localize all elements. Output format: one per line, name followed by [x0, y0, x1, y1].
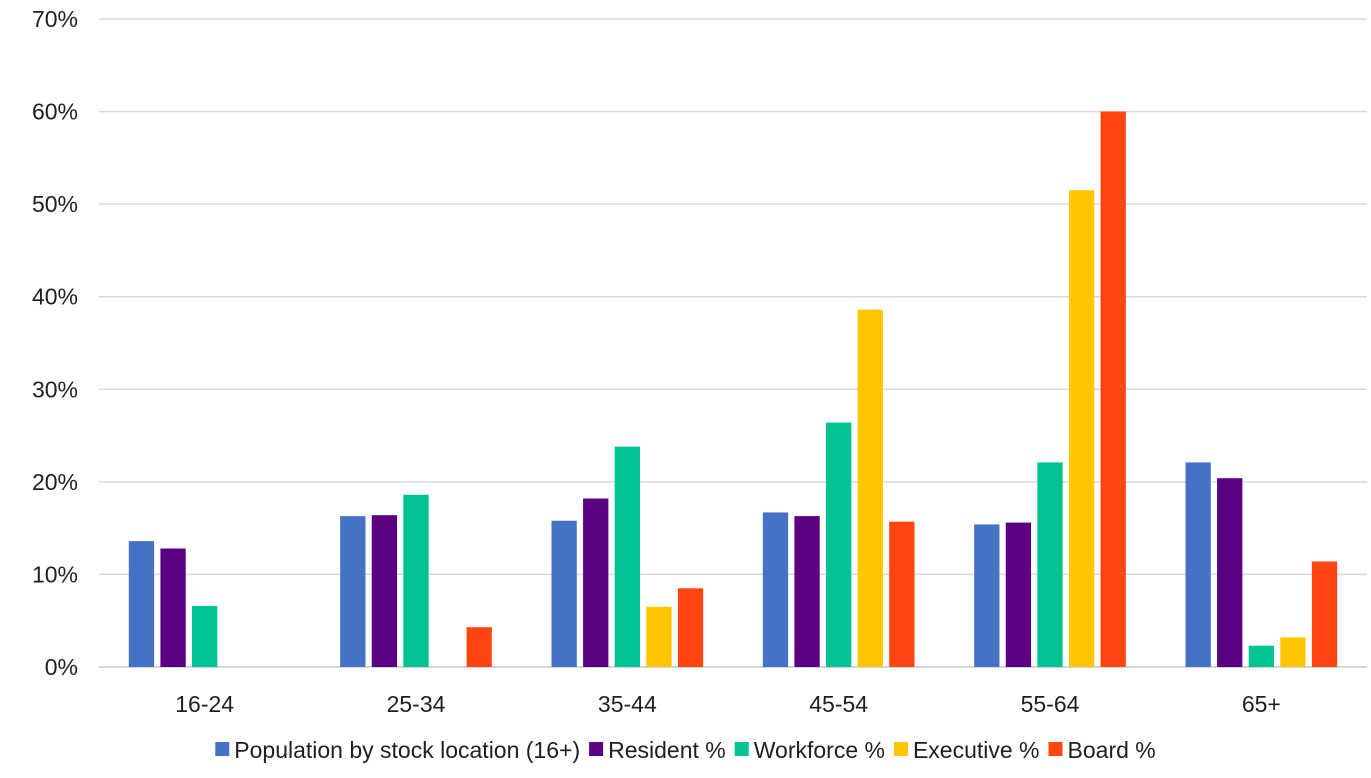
bar — [1185, 462, 1211, 667]
y-tick-label: 0% — [45, 654, 78, 680]
bar — [340, 516, 366, 667]
bar — [1100, 111, 1126, 668]
x-tick-label: 16-24 — [175, 691, 234, 717]
legend-swatch — [589, 742, 604, 756]
bar — [1005, 522, 1032, 667]
bar — [826, 422, 852, 667]
x-tick-label: 45-54 — [809, 691, 868, 717]
bar — [551, 520, 577, 667]
legend-label: Workforce % — [754, 737, 885, 763]
bar — [128, 541, 155, 667]
legend-swatch — [1048, 742, 1063, 756]
y-tick-label: 70% — [32, 6, 78, 32]
bar — [762, 512, 789, 667]
legend-label: Executive % — [913, 737, 1040, 763]
bar — [1217, 478, 1243, 667]
bar — [794, 516, 820, 667]
y-tick-label: 10% — [32, 561, 78, 587]
x-axis-ticks: 16-24 25-34 35-44 45-54 55-64 65+ — [175, 691, 1281, 717]
legend-label: Population by stock location (16+) — [234, 737, 580, 763]
y-tick-label: 30% — [32, 376, 78, 402]
bar — [857, 309, 883, 667]
bar — [677, 588, 704, 667]
legend-swatch — [893, 742, 908, 756]
x-tick-label: 65+ — [1242, 691, 1281, 717]
y-tick-label: 40% — [32, 284, 78, 310]
bar — [403, 494, 429, 667]
bar — [1248, 645, 1274, 667]
legend: Population by stock location (16+) Reside… — [215, 737, 1156, 763]
bar — [646, 606, 672, 667]
x-tick-label: 25-34 — [387, 691, 446, 717]
y-tick-label: 20% — [32, 469, 78, 495]
legend-label: Board % — [1068, 737, 1156, 763]
legend-label: Resident % — [608, 737, 726, 763]
bar — [160, 548, 186, 667]
legend-swatch — [215, 742, 230, 756]
bar — [192, 605, 218, 667]
bar — [1280, 637, 1306, 667]
bars — [128, 111, 1338, 668]
legend-swatch — [734, 742, 749, 756]
y-axis-ticks: 0% 10% 20% 30% 40% 50% 60% 70% — [32, 6, 78, 680]
bar — [583, 498, 609, 667]
bar — [466, 627, 492, 667]
bar — [1311, 561, 1338, 667]
x-tick-label: 55-64 — [1021, 691, 1080, 717]
bar — [889, 521, 915, 667]
gridlines — [99, 18, 1367, 668]
y-tick-label: 50% — [32, 191, 78, 217]
bar — [614, 446, 640, 667]
bar — [1037, 462, 1063, 667]
bar — [1068, 190, 1095, 667]
bar — [371, 515, 398, 667]
y-tick-label: 60% — [32, 99, 78, 125]
x-tick-label: 35-44 — [598, 691, 657, 717]
bar — [974, 524, 1000, 667]
